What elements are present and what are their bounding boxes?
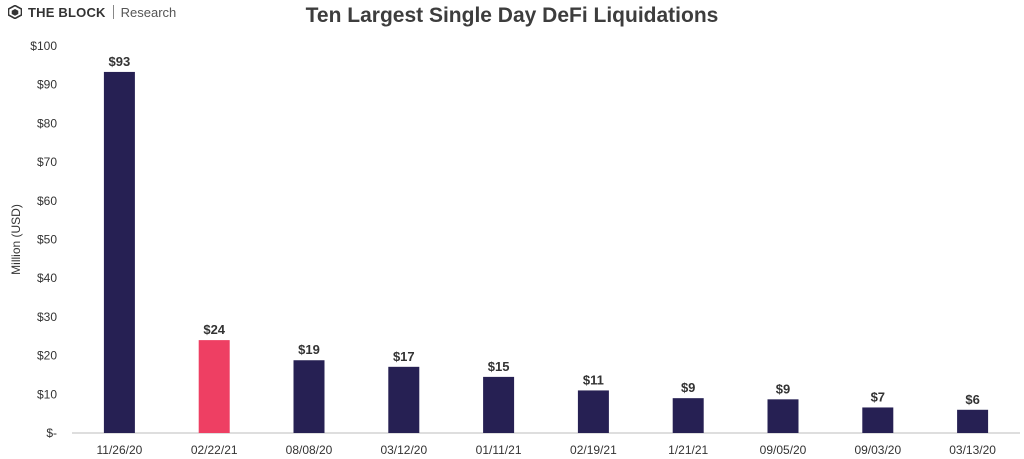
bar (577, 390, 609, 433)
y-tick-label: $30 (37, 310, 57, 324)
data-label: $24 (203, 322, 225, 337)
data-label: $9 (681, 380, 695, 395)
brand-name: THE BLOCK (28, 4, 106, 20)
y-tick-label: $60 (37, 194, 57, 208)
x-tick-label: 02/19/21 (570, 443, 617, 457)
bar (483, 376, 515, 433)
y-tick-label: $- (46, 426, 57, 440)
brand-divider (112, 5, 114, 19)
x-tick-label: 03/12/20 (380, 443, 427, 457)
x-tick-label: 09/03/20 (854, 443, 901, 457)
data-label: $17 (393, 349, 415, 364)
data-label: $93 (109, 54, 131, 69)
y-tick-label: $80 (37, 116, 57, 130)
x-tick-label: 01/11/21 (476, 443, 522, 457)
bar (103, 71, 135, 433)
bar (388, 366, 420, 433)
y-tick-label: $90 (37, 78, 57, 92)
data-label: $7 (871, 389, 885, 404)
data-label: $11 (583, 372, 604, 387)
x-tick-label: 03/13/20 (949, 443, 996, 457)
y-tick-label: $50 (37, 233, 57, 247)
y-tick-label: $10 (37, 387, 57, 401)
bar (198, 340, 230, 433)
bar (862, 407, 894, 433)
y-tick-label: $20 (37, 349, 57, 363)
y-tick-label: $100 (30, 39, 57, 53)
data-label: $15 (488, 359, 510, 374)
bar (293, 360, 325, 433)
x-tick-label: 1/21/21 (668, 443, 708, 457)
x-tick-label: 11/26/20 (96, 443, 142, 457)
x-tick-label: 08/08/20 (286, 443, 333, 457)
bar (957, 409, 989, 433)
data-label: $19 (298, 342, 320, 357)
y-tick-label: $40 (37, 271, 57, 285)
data-label: $9 (776, 381, 790, 396)
brand-subtitle: Research (120, 4, 177, 20)
the-block-logo-icon (8, 5, 22, 19)
x-tick-label: 02/22/21 (191, 443, 238, 457)
y-axis-label: Million (USD) (9, 204, 23, 275)
y-tick-label: $70 (37, 155, 57, 169)
brand: THE BLOCK Research (8, 3, 176, 21)
bar (767, 399, 799, 433)
chart-title: Ten Largest Single Day DeFi Liquidations (305, 4, 719, 27)
x-tick-label: 09/05/20 (760, 443, 807, 457)
data-label: $6 (965, 392, 979, 407)
bar (672, 398, 704, 433)
